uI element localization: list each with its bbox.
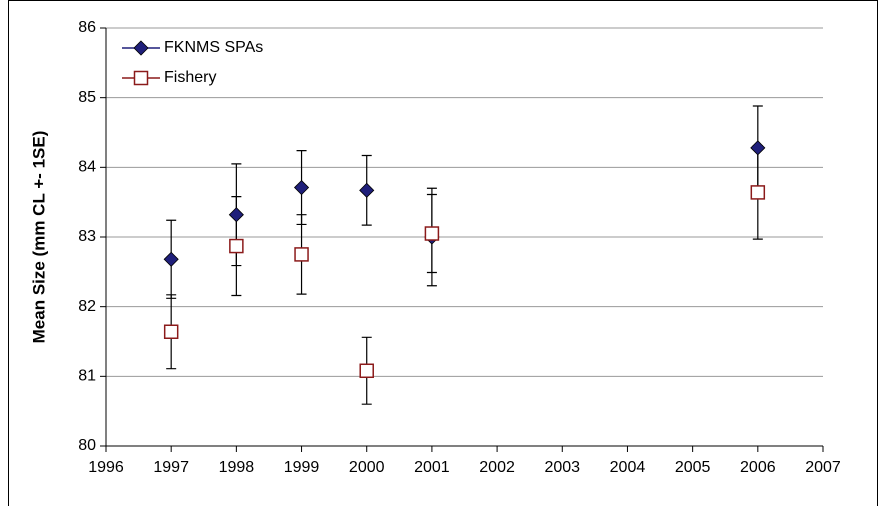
legend-marker — [133, 70, 149, 86]
marker — [163, 324, 179, 339]
marker — [163, 251, 179, 267]
x-tick-label: 2003 — [544, 459, 580, 476]
x-tick-label: 1998 — [219, 459, 255, 476]
x-tick-label: 1997 — [153, 459, 189, 476]
y-tick-label: 83 — [78, 228, 96, 245]
x-tick-label: 2000 — [349, 459, 385, 476]
marker — [293, 179, 310, 196]
marker — [228, 207, 244, 223]
y-axis-title: Mean Size (mm CL +- 1SE) — [29, 131, 48, 344]
y-tick-label: 84 — [78, 159, 96, 176]
x-tick-label: 1999 — [284, 459, 320, 476]
y-tick-label: 80 — [78, 437, 96, 454]
chart-frame — [8, 0, 878, 511]
marker — [424, 226, 440, 241]
legend-label: Fishery — [164, 69, 216, 86]
marker — [359, 182, 375, 198]
x-tick-label: 2004 — [610, 459, 646, 476]
x-tick-label: 2007 — [805, 459, 841, 476]
y-tick-label: 86 — [78, 19, 96, 36]
marker — [750, 140, 766, 156]
y-tick-label: 85 — [78, 89, 96, 106]
marker — [294, 247, 309, 262]
marker — [750, 185, 766, 200]
x-tick-label: 2005 — [675, 459, 711, 476]
legend-label: FKNMS SPAs — [164, 39, 263, 56]
x-tick-label: 2001 — [414, 459, 450, 476]
legend-marker — [133, 40, 149, 56]
x-tick-label: 2002 — [479, 459, 515, 476]
y-tick-label: 82 — [78, 298, 96, 315]
marker — [359, 363, 374, 379]
y-tick-label: 81 — [78, 368, 96, 385]
x-tick-label: 2006 — [740, 459, 776, 476]
marker — [229, 238, 244, 254]
x-tick-label: 1996 — [88, 459, 124, 476]
